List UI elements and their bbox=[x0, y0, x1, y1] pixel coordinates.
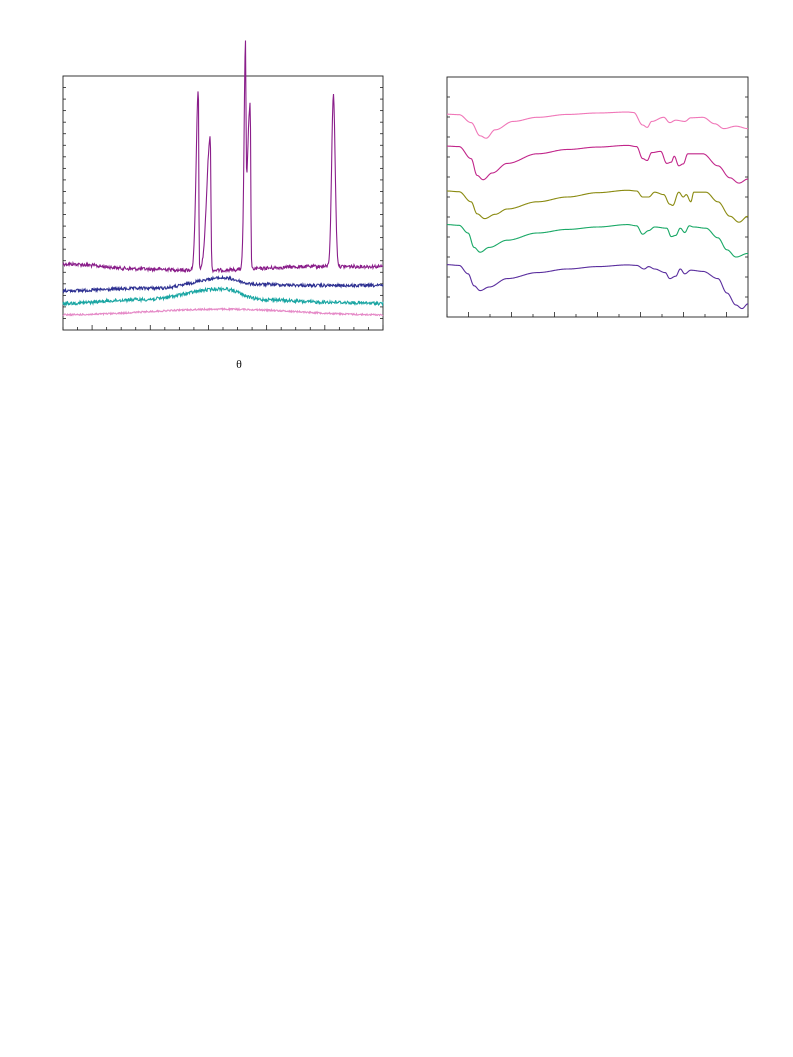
left-plot-area bbox=[62, 40, 384, 331]
right-series-5-line bbox=[447, 264, 749, 310]
right-series-1-line bbox=[447, 111, 749, 139]
left-series-2-line bbox=[62, 274, 384, 294]
left-series-3-line bbox=[62, 286, 384, 307]
right-plot-area bbox=[446, 76, 749, 318]
right-series-3-line bbox=[447, 189, 749, 223]
left-x-axis-label: θ bbox=[236, 357, 242, 371]
left-series-1-line bbox=[62, 40, 384, 274]
right-series-4-line bbox=[447, 224, 749, 258]
right-series-2-line bbox=[447, 144, 749, 184]
left-series-4-line bbox=[62, 306, 384, 317]
left-frame bbox=[62, 75, 384, 331]
